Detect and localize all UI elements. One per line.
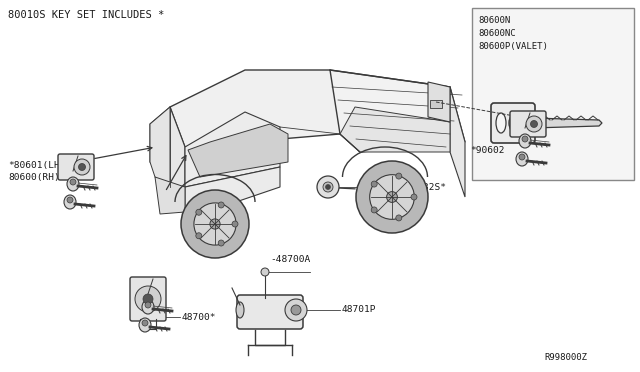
Circle shape	[145, 302, 151, 308]
Circle shape	[519, 154, 525, 160]
Circle shape	[181, 190, 249, 258]
Text: 48701P: 48701P	[342, 305, 376, 314]
Circle shape	[371, 207, 377, 213]
Text: -68632S*: -68632S*	[400, 183, 446, 192]
Polygon shape	[185, 167, 280, 212]
Ellipse shape	[516, 152, 528, 166]
Ellipse shape	[519, 134, 531, 148]
Text: *80601(LH): *80601(LH)	[8, 160, 65, 170]
Ellipse shape	[236, 302, 244, 318]
Polygon shape	[155, 177, 185, 214]
Polygon shape	[188, 124, 288, 177]
Text: 80600P(VALET): 80600P(VALET)	[478, 42, 548, 51]
Circle shape	[285, 299, 307, 321]
Circle shape	[196, 209, 202, 215]
Circle shape	[70, 179, 76, 185]
FancyBboxPatch shape	[130, 277, 166, 321]
Circle shape	[218, 240, 224, 246]
Circle shape	[317, 176, 339, 198]
Circle shape	[142, 320, 148, 326]
Circle shape	[531, 121, 538, 128]
Circle shape	[396, 215, 402, 221]
FancyBboxPatch shape	[491, 103, 535, 143]
Circle shape	[326, 185, 330, 189]
Text: -48700A: -48700A	[270, 256, 310, 264]
Text: 80600(RH): 80600(RH)	[8, 173, 60, 182]
Polygon shape	[185, 112, 280, 187]
Bar	[430, 100, 442, 108]
Circle shape	[370, 175, 414, 219]
Polygon shape	[170, 70, 355, 147]
Circle shape	[356, 161, 428, 233]
Text: R998000Z: R998000Z	[544, 353, 587, 362]
Circle shape	[218, 202, 224, 208]
Ellipse shape	[64, 195, 76, 209]
Circle shape	[196, 233, 202, 239]
Circle shape	[74, 159, 90, 175]
Polygon shape	[450, 87, 465, 197]
Circle shape	[79, 164, 86, 170]
Text: 48700*: 48700*	[182, 312, 216, 321]
Bar	[472, 8, 634, 180]
Circle shape	[291, 305, 301, 315]
Ellipse shape	[139, 318, 151, 332]
Ellipse shape	[142, 300, 154, 314]
Circle shape	[371, 181, 377, 187]
Text: 80600NC: 80600NC	[478, 29, 516, 38]
Circle shape	[135, 286, 161, 312]
Polygon shape	[330, 70, 465, 152]
Circle shape	[323, 182, 333, 192]
Text: 80010S KEY SET INCLUDES *: 80010S KEY SET INCLUDES *	[8, 10, 164, 20]
Ellipse shape	[496, 113, 506, 133]
Circle shape	[232, 221, 238, 227]
Text: 80600N: 80600N	[478, 16, 510, 25]
Circle shape	[522, 136, 528, 142]
Ellipse shape	[509, 112, 527, 134]
Circle shape	[411, 194, 417, 200]
Polygon shape	[150, 107, 170, 187]
Ellipse shape	[514, 118, 522, 128]
Circle shape	[261, 268, 269, 276]
Circle shape	[143, 294, 153, 304]
Circle shape	[210, 219, 220, 229]
Ellipse shape	[67, 177, 79, 191]
FancyBboxPatch shape	[510, 111, 546, 137]
Circle shape	[396, 173, 402, 179]
Circle shape	[194, 203, 236, 245]
FancyBboxPatch shape	[237, 295, 303, 329]
FancyBboxPatch shape	[58, 154, 94, 180]
Polygon shape	[150, 107, 185, 187]
Polygon shape	[532, 118, 602, 128]
Circle shape	[387, 192, 397, 202]
Polygon shape	[428, 82, 450, 122]
Polygon shape	[340, 107, 450, 152]
Circle shape	[526, 116, 542, 132]
Circle shape	[67, 197, 73, 203]
Text: *90602: *90602	[470, 145, 504, 154]
